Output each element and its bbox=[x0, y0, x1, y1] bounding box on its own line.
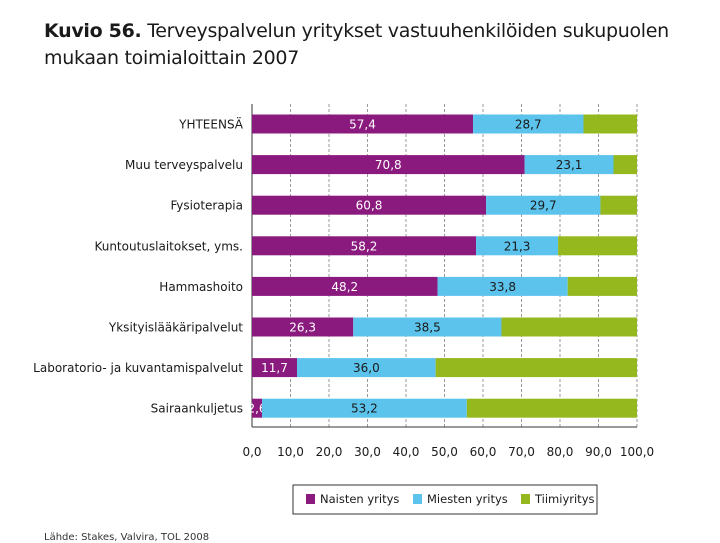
category-label: YHTEENSÄ bbox=[178, 117, 244, 132]
bar-segment bbox=[252, 398, 263, 418]
bar-segment bbox=[476, 236, 559, 256]
bar-segment bbox=[435, 358, 637, 378]
title-prefix: Kuvio 56. bbox=[44, 20, 142, 42]
bar-segment bbox=[437, 276, 568, 296]
bar-segment bbox=[472, 114, 584, 134]
data-label: 21,3 bbox=[504, 239, 531, 253]
data-label: 11,7 bbox=[261, 361, 288, 375]
bar-segment bbox=[501, 317, 637, 337]
source-note: Lähde: Stakes, Valvira, TOL 2008 bbox=[44, 532, 210, 543]
data-label: 28,7 bbox=[515, 118, 542, 132]
legend-swatch bbox=[306, 494, 315, 504]
x-tick-label: 50,0 bbox=[431, 445, 458, 459]
x-tick-label: 0,0 bbox=[242, 445, 261, 459]
x-tick-label: 30,0 bbox=[354, 445, 381, 459]
chart-title: Kuvio 56. Terveyspalvelun yritykset vast… bbox=[44, 18, 684, 72]
x-tick-label: 90,0 bbox=[585, 445, 612, 459]
category-label: Sairaankuljetus bbox=[151, 402, 243, 416]
data-label: 36,0 bbox=[353, 361, 380, 375]
bar-segment bbox=[600, 195, 637, 215]
bar-segment bbox=[466, 398, 637, 418]
legend-label: Miesten yritys bbox=[427, 492, 508, 506]
x-tick-label: 40,0 bbox=[393, 445, 420, 459]
legend-box bbox=[292, 484, 598, 515]
bar-segment bbox=[252, 317, 354, 337]
data-label: 53,2 bbox=[351, 402, 378, 416]
bar-segment bbox=[613, 155, 637, 175]
legend-swatch bbox=[521, 494, 530, 504]
bar-segment bbox=[524, 155, 614, 175]
bar-segment bbox=[252, 358, 298, 378]
data-label: 33,8 bbox=[489, 280, 516, 294]
x-tick-label: 10,0 bbox=[277, 445, 304, 459]
title-text: Terveyspalvelun yritykset vastuuhenkilöi… bbox=[44, 20, 669, 69]
data-label: 29,7 bbox=[530, 199, 557, 213]
category-label: Muu terveyspalvelu bbox=[125, 158, 243, 172]
legend-label: Naisten yritys bbox=[320, 492, 399, 506]
bar-segment bbox=[252, 195, 487, 215]
bar-segment bbox=[353, 317, 502, 337]
data-label: 23,1 bbox=[556, 158, 583, 172]
bar-segment bbox=[583, 114, 637, 134]
bar-segment bbox=[252, 276, 438, 296]
bar-segment bbox=[252, 114, 473, 134]
x-tick-label: 100,0 bbox=[620, 445, 654, 459]
data-label: 38,5 bbox=[414, 321, 441, 335]
bar-segment bbox=[558, 236, 637, 256]
bar-segment bbox=[262, 398, 467, 418]
x-tick-label: 20,0 bbox=[316, 445, 343, 459]
bar-segment bbox=[252, 236, 477, 256]
data-label: 2,6 bbox=[247, 402, 266, 416]
data-label: 26,3 bbox=[289, 321, 316, 335]
category-label: Yksityislääkäripalvelut bbox=[108, 321, 243, 335]
category-label: Kuntoutuslaitokset, yms. bbox=[94, 239, 243, 253]
data-label: 60,8 bbox=[356, 199, 383, 213]
data-label: 48,2 bbox=[331, 280, 358, 294]
category-label: Hammashoito bbox=[159, 280, 243, 294]
legend-swatch bbox=[413, 494, 422, 504]
data-label: 70,8 bbox=[375, 158, 402, 172]
bar-segment bbox=[486, 195, 601, 215]
x-tick-label: 80,0 bbox=[547, 445, 574, 459]
data-label: 58,2 bbox=[351, 239, 378, 253]
bar-segment bbox=[567, 276, 637, 296]
legend-label: Tiimiyritys bbox=[534, 492, 595, 506]
category-label: Fysioterapia bbox=[170, 199, 243, 213]
x-tick-label: 60,0 bbox=[470, 445, 497, 459]
data-label: 57,4 bbox=[349, 118, 376, 132]
bar-segment bbox=[297, 358, 436, 378]
bar-segment bbox=[252, 155, 525, 175]
category-label: Laboratorio- ja kuvantamispalvelut bbox=[33, 361, 243, 375]
x-tick-label: 70,0 bbox=[508, 445, 535, 459]
